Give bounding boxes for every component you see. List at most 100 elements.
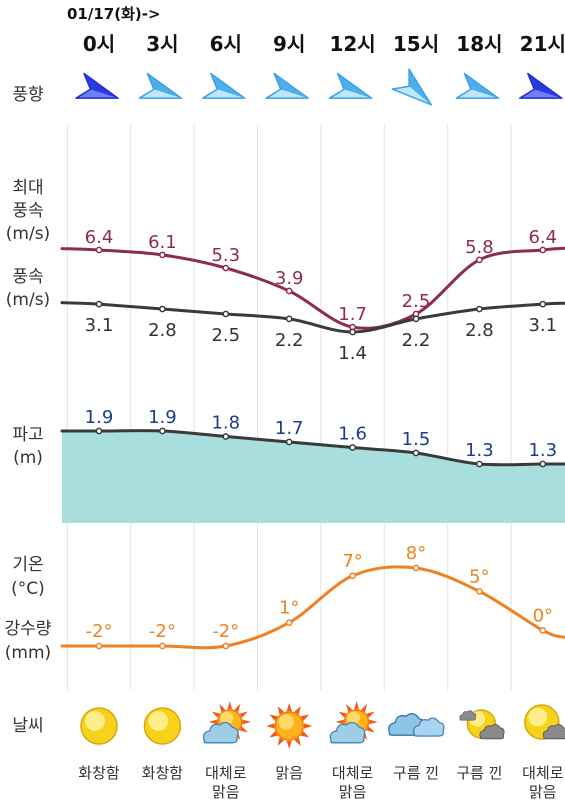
hour-label: 3시 xyxy=(146,32,178,56)
sun-glow xyxy=(347,711,361,725)
sun-glow xyxy=(528,707,548,727)
data-point xyxy=(95,246,103,254)
sun-ray xyxy=(294,706,301,715)
hour-label: 21시 xyxy=(520,32,565,56)
data-point xyxy=(285,619,293,626)
data-label: 2.5 xyxy=(211,325,240,346)
weather-label: 화창함 xyxy=(142,764,184,782)
data-point xyxy=(349,572,356,580)
wind-arrow-icon xyxy=(265,72,309,99)
wind-arrow-shade xyxy=(464,73,499,99)
data-point xyxy=(95,427,103,435)
data-label: 0° xyxy=(533,605,553,626)
data-label: 6.1 xyxy=(148,232,177,253)
max-wind-line xyxy=(60,246,565,330)
cloud-body xyxy=(459,710,477,721)
data-label: -2° xyxy=(86,621,113,642)
date-label: 01/17(화)-> xyxy=(67,5,161,23)
data-label: 1.3 xyxy=(465,440,494,461)
row-label-max-wind: (m/s) xyxy=(6,224,50,244)
data-point xyxy=(412,564,420,572)
data-point xyxy=(222,310,230,318)
hour-label: 15시 xyxy=(393,32,439,56)
data-point xyxy=(222,433,230,440)
cloud-shape xyxy=(202,721,239,744)
cloud-shape xyxy=(459,710,477,721)
row-label-temp: (°C) xyxy=(11,579,45,599)
sun-ray xyxy=(211,711,220,718)
data-point xyxy=(285,438,293,446)
weather-label: 맑음 xyxy=(339,783,367,800)
data-label: 2.5 xyxy=(402,291,431,312)
wind-arrow-icon xyxy=(138,72,183,99)
hour-label: 6시 xyxy=(210,32,242,56)
sun-ray xyxy=(219,703,226,713)
data-point xyxy=(159,427,166,435)
data-point xyxy=(476,305,483,313)
data-label: 2.2 xyxy=(275,330,304,351)
sun-cloud-icon xyxy=(329,701,378,744)
sun-ray xyxy=(303,723,313,729)
wind-arrow-icon xyxy=(328,72,373,99)
data-point xyxy=(476,460,483,468)
sun-ray xyxy=(242,719,251,725)
wind-arrow-icon xyxy=(391,68,433,106)
hour-label: 9시 xyxy=(273,32,305,56)
data-label: 7° xyxy=(342,551,362,572)
wind-arrow-shape xyxy=(519,72,563,99)
marks-layer xyxy=(95,246,547,650)
weather-label: 대체로 xyxy=(522,764,564,782)
data-label: 6.4 xyxy=(85,227,114,248)
sun-glow xyxy=(85,711,105,731)
row-label-wind: (m/s) xyxy=(6,290,50,310)
cloud-body xyxy=(479,724,505,740)
wind-arrow-icon xyxy=(455,72,500,99)
data-point xyxy=(539,246,547,254)
sun-ray xyxy=(300,714,310,721)
cloud-shape xyxy=(542,724,565,740)
grid-layer xyxy=(66,125,512,690)
row-label-wind-dir: 풍향 xyxy=(12,85,43,105)
sun-ray xyxy=(338,711,347,718)
sun-ray xyxy=(227,701,233,710)
weather-label: 구름 낀 xyxy=(456,764,502,782)
temp-line xyxy=(60,565,565,650)
sun-ray xyxy=(277,737,285,746)
wind-line xyxy=(60,301,565,334)
cloud-body xyxy=(329,721,366,744)
sun-ray xyxy=(369,719,378,725)
weather-label: 맑음 xyxy=(212,783,240,800)
sun-ray xyxy=(239,726,248,733)
sun-icon xyxy=(266,703,313,749)
weather-label: 화창함 xyxy=(78,764,120,782)
data-point xyxy=(349,444,356,451)
data-point xyxy=(222,642,230,650)
cloud-shape xyxy=(329,721,366,744)
data-label: 3.9 xyxy=(275,268,304,289)
row-label-wave: 파고 xyxy=(12,425,43,445)
data-point xyxy=(412,315,420,323)
sun-ray xyxy=(354,701,359,710)
sun-icon xyxy=(143,707,182,745)
sun-ray xyxy=(269,731,278,738)
series-lines-layer xyxy=(60,246,565,650)
wind-arrow-icon xyxy=(75,72,119,99)
row-label-max-wind: 최대 xyxy=(12,178,43,198)
wind-arrow-shade xyxy=(274,73,309,99)
data-label: -2° xyxy=(212,621,239,642)
sun-ray xyxy=(277,706,285,715)
wind-arrow-shade xyxy=(337,73,372,99)
row-label-weather: 날씨 xyxy=(12,716,43,736)
hour-label: 18시 xyxy=(456,32,502,56)
data-point xyxy=(285,315,293,323)
data-point xyxy=(476,588,483,595)
sun-ray xyxy=(294,737,301,746)
sun-ray xyxy=(300,731,310,738)
sun-ray xyxy=(286,703,292,712)
sun-ray xyxy=(269,714,278,721)
data-label: 8° xyxy=(406,543,426,564)
wave-area xyxy=(62,430,565,523)
cloud-body xyxy=(413,717,445,737)
data-label: 1.6 xyxy=(338,424,367,445)
weather-label: 대체로 xyxy=(332,764,374,782)
